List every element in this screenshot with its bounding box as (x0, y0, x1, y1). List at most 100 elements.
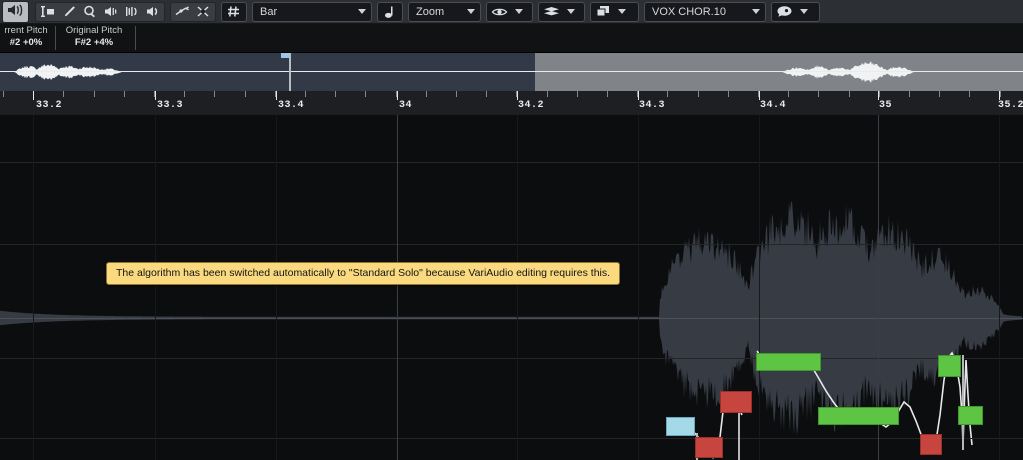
info-divider (135, 26, 136, 50)
windows-icon (591, 5, 613, 18)
draw-tool[interactable] (58, 3, 79, 21)
overview-locator[interactable] (289, 53, 291, 91)
info-divider (55, 26, 56, 50)
grid-icon (223, 3, 245, 21)
bar-grid-line (33, 115, 34, 460)
original-pitch-value: F#2 +4% (74, 37, 114, 48)
part-select-value: VOX CHOR.10 (652, 5, 726, 18)
speaker-icon (7, 3, 24, 21)
quantize-grid-select[interactable]: Bar (252, 1, 372, 22)
note-value-button[interactable] (377, 1, 403, 22)
tool-group (35, 1, 165, 22)
overview-center-line (0, 71, 1023, 72)
ruler-tick (577, 91, 578, 97)
ruler-tick (516, 91, 517, 97)
bar-grid-line-major (878, 115, 879, 460)
zero-amplitude-line (0, 318, 1023, 319)
pitch-grid-line (0, 438, 1023, 439)
layers-icon (539, 6, 562, 18)
lanes-select[interactable] (538, 1, 585, 22)
segment-stem[interactable] (962, 355, 964, 450)
chevron-down-icon[interactable] (613, 3, 631, 21)
vari-audio-select[interactable] (771, 1, 820, 22)
vari-audio-segment-blue[interactable] (666, 417, 695, 436)
ruler-tick (1000, 91, 1001, 97)
view-options-select[interactable] (486, 1, 533, 22)
chevron-down-icon[interactable] (562, 3, 580, 21)
vari-audio-segment-green[interactable] (818, 407, 899, 425)
ruler-tick (607, 91, 608, 97)
ruler-label: 34.4 (760, 100, 787, 111)
current-pitch-field[interactable]: rrent Pitch #2 +0% (0, 24, 64, 52)
vari-audio-editor-canvas[interactable] (0, 115, 1023, 460)
ruler-tick (3, 91, 4, 97)
ruler-label: 33.4 (278, 100, 305, 111)
original-pitch-label: Original Pitch (65, 25, 123, 36)
audio-waveform (0, 200, 1022, 436)
ruler-tick (335, 91, 336, 97)
chevron-down-icon[interactable] (510, 3, 528, 21)
bar-grid-line (999, 115, 1000, 460)
ruler-tick (547, 91, 548, 97)
acoustic-feedback-button[interactable] (2, 0, 29, 23)
edit-tool-group (170, 1, 216, 22)
bar-grid-line (638, 115, 639, 460)
vari-audio-segment-red[interactable] (920, 434, 942, 455)
zoom-tool[interactable] (79, 3, 100, 21)
vari-audio-segment-green[interactable] (938, 355, 961, 377)
ruler-tick-major (517, 91, 518, 100)
ruler-label: 35 (879, 100, 893, 111)
mute-tool[interactable] (100, 3, 121, 21)
ruler-tick (426, 91, 427, 97)
ruler-tick (184, 91, 185, 97)
ruler-tick-major (878, 91, 879, 100)
ruler-tick (788, 91, 789, 97)
ruler-tick-major (638, 91, 639, 100)
ruler-tick (879, 91, 880, 97)
audio-overview-strip[interactable] (0, 53, 1023, 91)
ruler-tick-major (397, 91, 398, 100)
range-tool[interactable] (37, 3, 58, 21)
part-select[interactable]: VOX CHOR.10 (644, 1, 766, 22)
overview-waveform (0, 61, 1022, 83)
toolbar: Bar Zoom (0, 0, 1023, 24)
chevron-down-icon[interactable] (795, 3, 813, 21)
segment-stem[interactable] (738, 405, 740, 460)
chevron-down-icon[interactable] (462, 3, 480, 21)
time-warp-tool[interactable] (121, 3, 142, 21)
zoom-select[interactable]: Zoom (408, 1, 481, 22)
speech-bubble-icon (772, 5, 795, 18)
window-layout-select[interactable] (590, 1, 639, 22)
glue-tool[interactable] (172, 3, 193, 21)
bar-grid-line-major (397, 115, 398, 460)
bar-grid-line (155, 115, 156, 460)
ruler-tick (849, 91, 850, 97)
ruler-tick (818, 91, 819, 97)
algorithm-switched-tooltip: The algorithm has been switched automati… (106, 262, 621, 285)
chevron-down-icon[interactable] (353, 3, 371, 21)
ruler-tick (154, 91, 155, 97)
zoom-select-value: Zoom (416, 5, 445, 18)
vari-audio-segment-green[interactable] (756, 353, 821, 371)
play-tool[interactable] (142, 3, 163, 21)
vari-audio-segment-red[interactable] (720, 391, 752, 413)
ruler-tick (94, 91, 95, 97)
ruler-tick-major (33, 91, 34, 100)
bar-ruler[interactable]: 33.2 33.3 33.4 34 34.2 34.3 34.4 35 35.2 (0, 91, 1023, 116)
ruler-tick-major (155, 91, 156, 100)
quantize-grid-value: Bar (260, 5, 278, 18)
scissors-tool[interactable] (193, 3, 214, 21)
chevron-down-icon[interactable] (747, 3, 765, 21)
overview-marker[interactable] (281, 53, 290, 58)
vari-audio-segment-red[interactable] (695, 437, 723, 458)
ruler-tick (456, 91, 457, 97)
current-pitch-value: #2 +0% (9, 37, 43, 48)
original-pitch-field[interactable]: Original Pitch F#2 +4% (58, 24, 130, 52)
ruler-tick (969, 91, 970, 97)
quantize-grid-icon-box[interactable] (221, 1, 247, 22)
ruler-tick (909, 91, 910, 97)
ruler-tick (124, 91, 125, 97)
vari-audio-segment-green[interactable] (958, 406, 983, 425)
current-pitch-label: rrent Pitch (4, 25, 48, 36)
pitch-grid-line (0, 358, 1023, 359)
